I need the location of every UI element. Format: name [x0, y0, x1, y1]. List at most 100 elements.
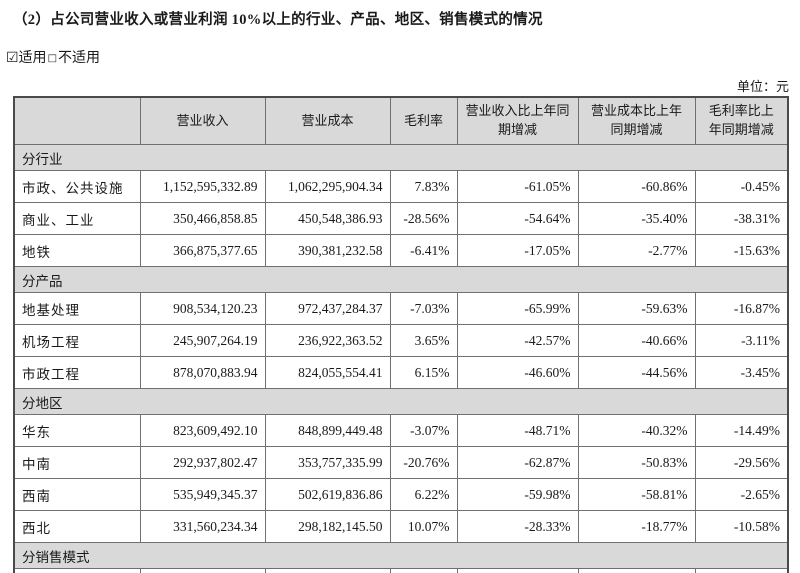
section-label: 分产品	[13, 266, 789, 293]
row-label-cell: 市政、公共设施	[13, 170, 141, 203]
revenue-cell: 878,070,883.94	[139, 356, 266, 389]
section-header-row: 分行业	[13, 144, 789, 171]
table-row: 中南 292,937,802.47 353,757,335.99 -20.76% -62…	[13, 446, 789, 479]
margin-yoy-cell: -10.58%	[694, 510, 789, 543]
table-row: 地基处理 908,534,120.23 972,437,284.37 -7.03% -6…	[13, 292, 789, 325]
row-label-cell: 西北	[13, 510, 141, 543]
cost-yoy-cell: -35.40%	[577, 202, 696, 235]
revenue-yoy-cell: -28.33%	[456, 510, 579, 543]
table-row: 市政工程 878,070,883.94 824,055,554.41 6.15% -46…	[13, 356, 789, 389]
col-header-cost: 营业成本	[264, 96, 391, 145]
gross-margin-cell: -3.07%	[389, 414, 458, 447]
table-row: 华东 823,609,492.10 848,899,449.48 -3.07% -48.…	[13, 414, 789, 447]
cost-yoy-cell: -60.86%	[577, 170, 696, 203]
margin-yoy-cell: -14.49%	[694, 414, 789, 447]
revenue-cell: 331,560,234.34	[139, 510, 266, 543]
row-label-cell: 机场工程	[13, 324, 141, 357]
cost-cell: 236,922,363.52	[264, 324, 391, 357]
cost-cell: 298,182,145.50	[264, 510, 391, 543]
revenue-yoy-cell: -61.05%	[456, 170, 579, 203]
table-row: 机场工程 245,907,264.19 236,922,363.52 3.65% -42…	[13, 324, 789, 357]
margin-yoy-cell: -15.63%	[694, 234, 789, 267]
revenue-yoy-cell: -17.05%	[456, 234, 579, 267]
margin-yoy-cell: -38.31%	[694, 202, 789, 235]
col-header-revenue: 营业收入	[139, 96, 266, 145]
revenue-cell: 245,907,264.19	[139, 324, 266, 357]
revenue-cell: 823,609,492.10	[139, 414, 266, 447]
applicability-line: ☑适用□不适用	[6, 47, 100, 67]
report-table: 营业收入 营业成本 毛利率 营业收入比上年同期增减 营业成本比上年同期增减 毛利…	[13, 96, 789, 573]
revenue-yoy-cell: -46.60%	[456, 356, 579, 389]
col-header-margin-yoy: 毛利率比上年同期增减	[694, 96, 789, 145]
cost-cell: 353,757,335.99	[264, 446, 391, 479]
cost-yoy-cell: -40.66%	[577, 324, 696, 357]
row-label-cell: 华东	[13, 414, 141, 447]
cost-yoy-cell: -44.56%	[577, 356, 696, 389]
gross-margin-cell: -6.41%	[389, 234, 458, 267]
cost-yoy-cell: -2.77%	[577, 234, 696, 267]
gross-margin-cell: 0.13%	[389, 568, 458, 573]
row-label-cell: 面对业主	[13, 568, 141, 573]
cost-yoy-cell: -40.32%	[577, 414, 696, 447]
gross-margin-cell: -7.03%	[389, 292, 458, 325]
col-header-cost-yoy: 营业成本比上年同期增减	[577, 96, 696, 145]
section-header-row: 分销售模式	[13, 542, 789, 569]
gross-margin-cell: 10.07%	[389, 510, 458, 543]
row-label-cell: 商业、工业	[13, 202, 141, 235]
gross-margin-cell: 3.65%	[389, 324, 458, 357]
margin-yoy-cell: -29.56%	[694, 446, 789, 479]
cost-yoy-cell: -54.12%	[577, 568, 696, 573]
gross-margin-cell: 6.15%	[389, 356, 458, 389]
revenue-cell: 1,152,595,332.89	[139, 170, 266, 203]
revenue-yoy-cell: -58.39%	[456, 568, 579, 573]
revenue-yoy-cell: -59.98%	[456, 478, 579, 511]
col-header-category	[13, 96, 141, 145]
revenue-yoy-cell: -65.99%	[456, 292, 579, 325]
gross-margin-cell: -28.56%	[389, 202, 458, 235]
unit-label: 单位：元	[736, 79, 789, 94]
cost-cell: 972,437,284.37	[264, 292, 391, 325]
margin-yoy-cell: -0.45%	[694, 170, 789, 203]
cost-cell: 1,008,135,935.85	[264, 568, 391, 573]
margin-yoy-cell: -3.11%	[694, 324, 789, 357]
table-row: 地铁 366,875,377.65 390,381,232.58 -6.41% -17.…	[13, 234, 789, 267]
cost-cell: 502,619,836.86	[264, 478, 391, 511]
page-title: （2）占公司营业收入或营业利润 10%以上的行业、产品、地区、销售模式的情况	[13, 12, 543, 28]
col-header-gross-margin: 毛利率	[389, 96, 458, 145]
margin-yoy-cell: -16.87%	[694, 292, 789, 325]
applicable-label: 适用	[18, 51, 47, 66]
table-row: 商业、工业 350,466,858.85 450,548,386.93 -28.56%…	[13, 202, 789, 235]
section-label: 分行业	[13, 144, 789, 171]
table-row: 面对业主1,009,487,254.291,008,135,935.850.13…	[13, 568, 789, 573]
revenue-cell: 350,466,858.85	[139, 202, 266, 235]
cost-cell: 848,899,449.48	[264, 414, 391, 447]
revenue-cell: 908,534,120.23	[139, 292, 266, 325]
revenue-cell: 292,937,802.47	[139, 446, 266, 479]
cost-yoy-cell: -18.77%	[577, 510, 696, 543]
cost-cell: 450,548,386.93	[264, 202, 391, 235]
cost-yoy-cell: -59.63%	[577, 292, 696, 325]
section-header-row: 分产品	[13, 266, 789, 293]
gross-margin-cell: 6.22%	[389, 478, 458, 511]
section-header-row: 分地区	[13, 388, 789, 415]
row-label-cell: 地铁	[13, 234, 141, 267]
cost-yoy-cell: -50.83%	[577, 446, 696, 479]
revenue-cell: 366,875,377.65	[139, 234, 266, 267]
table-header-row: 营业收入 营业成本 毛利率 营业收入比上年同期增减 营业成本比上年同期增减 毛利…	[13, 96, 789, 145]
row-label-cell: 中南	[13, 446, 141, 479]
margin-yoy-cell: -2.65%	[694, 478, 789, 511]
col-header-revenue-yoy: 营业收入比上年同期增减	[456, 96, 579, 145]
row-label-cell: 西南	[13, 478, 141, 511]
revenue-yoy-cell: -42.57%	[456, 324, 579, 357]
report-table-body: 分行业 市政、公共设施 1,152,595,332.89 1,062,295,904.…	[13, 144, 789, 573]
revenue-cell: 1,009,487,254.29	[139, 568, 266, 573]
revenue-yoy-cell: -54.64%	[456, 202, 579, 235]
margin-yoy-cell: -9.28%	[694, 568, 789, 573]
cost-cell: 390,381,232.58	[264, 234, 391, 267]
cost-yoy-cell: -58.81%	[577, 478, 696, 511]
cost-cell: 824,055,554.41	[264, 356, 391, 389]
unchecked-checkbox-icon: □	[47, 53, 58, 64]
table-row: 西南 535,949,345.37 502,619,836.86 6.22% -59.9…	[13, 478, 789, 511]
gross-margin-cell: -20.76%	[389, 446, 458, 479]
